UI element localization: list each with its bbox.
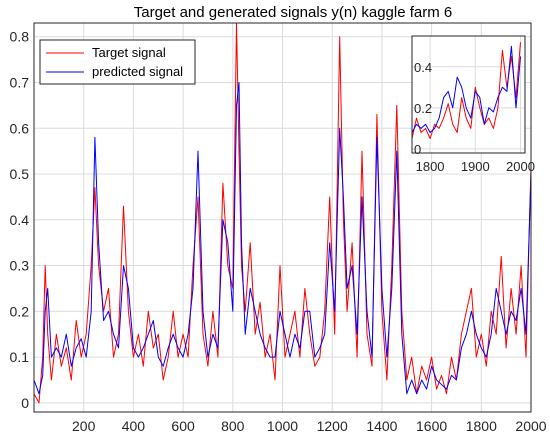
x-tick-label: 2000	[515, 418, 546, 434]
predicted-signal-line	[33, 82, 532, 395]
x-tick-label: 600	[171, 418, 195, 434]
inset-x-tick-label: 1900	[461, 159, 490, 174]
legend-label-predicted: predicted signal	[92, 64, 183, 79]
chart-title: Target and generated signals y(n) kaggle…	[134, 4, 453, 21]
y-tick-label: 0.7	[10, 74, 30, 90]
x-tick-label: 1800	[466, 418, 497, 434]
inset-plot-area	[412, 36, 525, 153]
x-tick-label: 1200	[317, 418, 348, 434]
inset-x-tick-label: 1800	[416, 159, 445, 174]
y-tick-label: 0.4	[10, 212, 30, 228]
y-tick-label: 0.3	[10, 258, 30, 274]
inset-y-tick-label: 0	[414, 142, 421, 157]
x-tick-label: 1400	[366, 418, 397, 434]
legend-box	[39, 39, 196, 85]
y-tick-label: 0.8	[10, 29, 30, 45]
inset-x-tick-label: 2000	[506, 159, 535, 174]
inset-tick-labels: 1800 1900 2000 0 0.2 0.4	[414, 60, 535, 174]
y-tick-label: 0.6	[10, 120, 30, 136]
y-tick-label: 0	[21, 395, 29, 411]
inset-grid	[412, 36, 525, 153]
legend-label-target: Target signal	[92, 45, 166, 60]
x-tick-label: 800	[221, 418, 245, 434]
x-tick-label: 1600	[416, 418, 447, 434]
y-tick-label: 0.1	[10, 349, 30, 365]
series-layer	[33, 22, 532, 404]
tick-labels: 200 400 600 800 1000 1200 1400 1600 1800 2000 0 0.1…	[10, 29, 547, 434]
x-tick-label: 200	[72, 418, 96, 434]
inset-predicted-signal-line	[411, 45, 521, 133]
inset-target-signal-line	[411, 42, 521, 140]
inset-y-tick-label: 0.4	[414, 60, 432, 75]
inset-chart: 1800 1900 2000 0 0.2 0.4	[411, 35, 535, 174]
plot-frame	[33, 22, 532, 413]
x-tick-label: 400	[122, 418, 146, 434]
y-tick-label: 0.5	[10, 166, 30, 182]
inset-frame	[411, 35, 526, 154]
x-tick-label: 1000	[267, 418, 298, 434]
inset-y-tick-label: 0.2	[414, 101, 432, 116]
inset-series-layer	[411, 42, 521, 140]
y-tick-label: 0.2	[10, 303, 30, 319]
legend: Target signal predicted signal	[39, 39, 196, 85]
